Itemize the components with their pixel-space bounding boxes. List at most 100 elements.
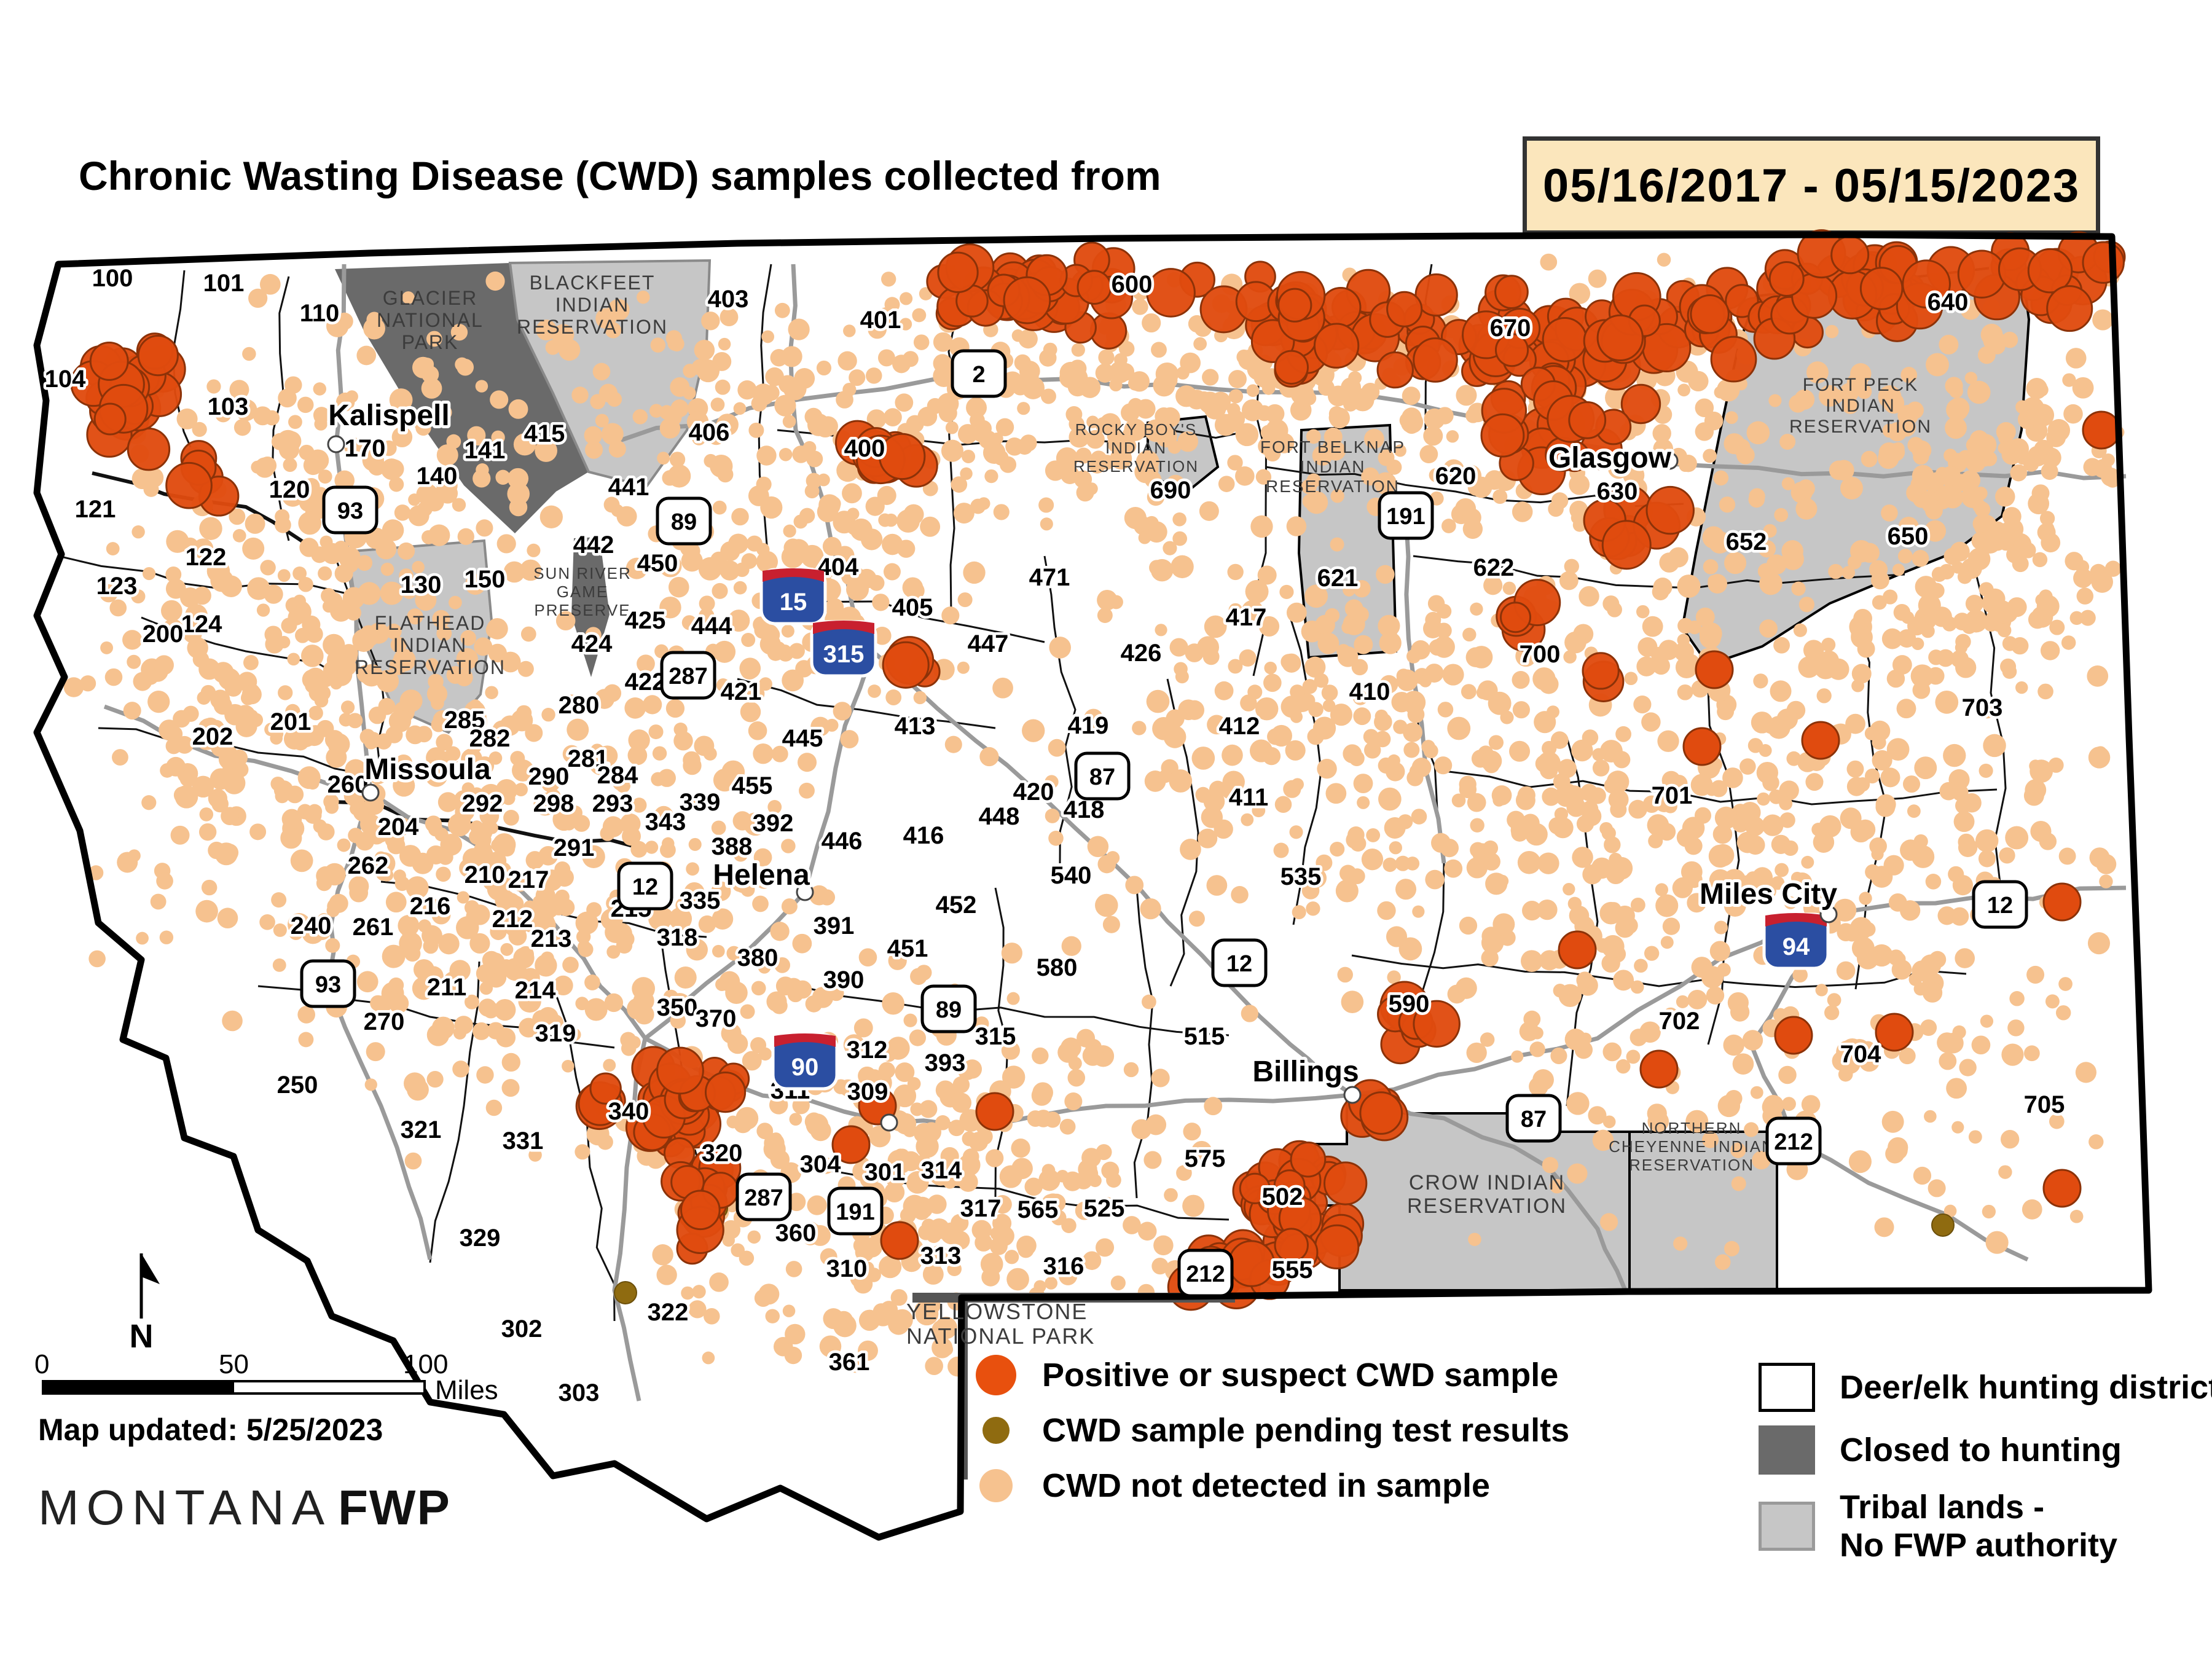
cwd-not-detected-dot — [1246, 384, 1260, 398]
cwd-not-detected-dot — [1064, 1092, 1083, 1111]
cwd-positive-dot — [1596, 314, 1644, 362]
cwd-not-detected-dot — [2047, 419, 2071, 442]
cwd-not-detected-dot — [1974, 487, 1988, 501]
cwd-not-detected-dot — [1896, 699, 1916, 719]
cwd-not-detected-dot — [389, 477, 404, 492]
cwd-not-detected-dot — [1099, 413, 1121, 435]
cwd-not-detected-dot — [436, 404, 452, 421]
us-highway-87-shield-icon: 87 — [1505, 1094, 1562, 1143]
cwd-not-detected-dot — [298, 1032, 314, 1048]
legend-district-label: Deer/elk hunting district — [1840, 1368, 2212, 1406]
reservation-label: RESERVATION — [517, 316, 668, 338]
cwd-not-detected-dot — [426, 331, 442, 347]
cwd-not-detected-dot — [476, 1066, 494, 1084]
cwd-not-detected-dot — [603, 684, 622, 702]
cwd-not-detected-dot — [1316, 854, 1333, 871]
cwd-not-detected-dot — [913, 691, 927, 705]
cwd-not-detected-dot — [1255, 697, 1279, 721]
reservation-label: NATIONAL — [377, 309, 484, 331]
cwd-not-detected-dot — [704, 1308, 720, 1325]
cwd-not-detected-dot — [1983, 734, 2006, 758]
cwd-positive-dot — [1313, 323, 1360, 369]
cwd-not-detected-dot — [2000, 1130, 2020, 1149]
cwd-not-detected-dot — [1143, 1151, 1162, 1169]
cwd-not-detected-dot — [1433, 639, 1448, 654]
cwd-not-detected-dot — [731, 1243, 745, 1258]
cwd-not-detected-dot — [1258, 616, 1280, 637]
north-arrow: N — [117, 1246, 190, 1360]
cwd-not-detected-dot — [514, 783, 528, 797]
cwd-not-detected-dot — [273, 923, 287, 937]
district-label: 393 — [925, 1049, 966, 1076]
district-label: 620 — [1435, 463, 1477, 490]
cwd-not-detected-dot — [1939, 563, 1955, 580]
cwd-not-detected-dot — [1790, 871, 1803, 884]
cwd-not-detected-dot — [1773, 637, 1790, 654]
cwd-not-detected-dot — [962, 449, 976, 464]
cwd-not-detected-dot — [1899, 900, 1921, 921]
cwd-not-detected-dot — [428, 524, 450, 546]
cwd-not-detected-dot — [1395, 879, 1417, 900]
cwd-not-detected-dot — [1419, 675, 1432, 688]
cwd-not-detected-dot — [112, 749, 128, 766]
cwd-not-detected-dot — [683, 751, 700, 769]
cwd-not-detected-dot — [449, 595, 462, 610]
district-label: 515 — [1184, 1023, 1225, 1050]
cwd-not-detected-dot — [1881, 628, 1903, 649]
cwd-not-detected-dot — [849, 369, 866, 386]
cwd-not-detected-dot — [817, 1157, 834, 1174]
district-label: 630 — [1597, 478, 1638, 505]
cwd-not-detected-dot — [1928, 649, 1944, 665]
cwd-not-detected-dot — [620, 1032, 637, 1048]
cwd-not-detected-dot — [206, 559, 230, 583]
city-dot-icon — [796, 883, 814, 901]
cwd-not-detected-dot — [454, 1016, 473, 1035]
cwd-not-detected-dot — [1924, 1110, 1937, 1123]
cwd-not-detected-dot — [1642, 616, 1663, 637]
cwd-not-detected-dot — [603, 1059, 616, 1072]
district-label: 201 — [270, 708, 312, 735]
cwd-not-detected-dot — [2036, 595, 2060, 618]
cwd-not-detected-dot — [2037, 683, 2053, 700]
cwd-not-detected-dot — [1180, 838, 1201, 860]
cwd-not-detected-dot — [275, 509, 290, 524]
cwd-not-detected-dot — [888, 1313, 909, 1335]
cwd-not-detected-dot — [1352, 690, 1368, 705]
cwd-not-detected-dot — [1797, 479, 1815, 498]
cwd-not-detected-dot — [620, 813, 641, 834]
cwd-not-detected-dot — [1748, 491, 1765, 508]
cwd-not-detected-dot — [1811, 823, 1826, 837]
cwd-not-detected-dot — [1361, 849, 1384, 871]
cwd-not-detected-dot — [425, 764, 448, 787]
cwd-not-detected-dot — [1465, 647, 1486, 667]
cwd-not-detected-dot — [1018, 329, 1038, 349]
cwd-not-detected-dot — [106, 542, 120, 555]
cwd-not-detected-dot — [520, 559, 541, 581]
cwd-not-detected-dot — [1712, 824, 1733, 844]
cwd-positive-dot — [1274, 1228, 1309, 1263]
reservation-label: GLACIER — [383, 287, 477, 309]
cwd-not-detected-dot — [1204, 1097, 1223, 1116]
cwd-not-detected-dot — [260, 560, 276, 576]
cwd-not-detected-dot — [906, 1171, 929, 1194]
cwd-not-detected-dot — [303, 455, 323, 476]
cwd-not-detected-dot — [425, 658, 439, 672]
cwd-not-detected-dot — [657, 452, 670, 465]
cwd-not-detected-dot — [1378, 757, 1394, 774]
reservation-label: INDIAN — [1105, 439, 1167, 457]
district-label: 405 — [892, 594, 933, 621]
cwd-not-detected-dot — [1602, 1115, 1616, 1129]
cwd-not-detected-dot — [229, 508, 246, 525]
cwd-not-detected-dot — [278, 388, 297, 408]
cwd-not-detected-dot — [123, 702, 141, 720]
cwd-not-detected-dot — [712, 944, 725, 958]
district-label: 361 — [829, 1349, 870, 1376]
cwd-not-detected-dot — [595, 414, 609, 428]
cwd-not-detected-dot — [817, 473, 830, 487]
cwd-not-detected-dot — [792, 933, 812, 954]
cwd-not-detected-dot — [1687, 989, 1708, 1009]
cwd-not-detected-dot — [788, 318, 810, 340]
cwd-not-detected-dot — [428, 673, 444, 690]
cwd-not-detected-dot — [2026, 965, 2045, 984]
cwd-not-detected-dot — [345, 605, 361, 621]
